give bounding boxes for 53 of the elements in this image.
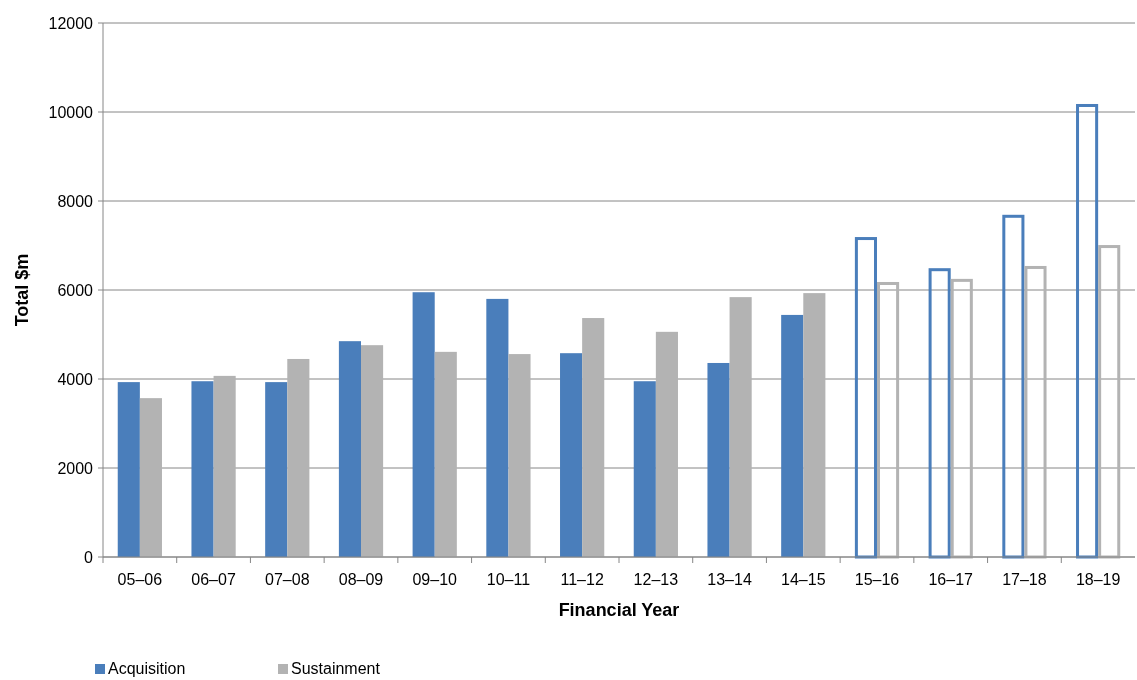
bar: [655, 331, 678, 557]
bar: [213, 375, 236, 557]
legend-label: Sustainment: [291, 660, 381, 677]
bar: [191, 381, 214, 557]
bar: [877, 281, 900, 559]
legend-label: Acquisition: [108, 660, 186, 677]
bar: [434, 351, 457, 557]
bar: [707, 362, 730, 557]
bar: [781, 314, 804, 557]
bar: [508, 354, 531, 557]
y-tick-label: 12000: [48, 14, 94, 32]
x-tick-label: 15–16: [854, 571, 900, 588]
x-tick-label: 09–10: [412, 571, 458, 588]
x-tick-label: 06–07: [191, 571, 236, 588]
x-tick-label: 16–17: [928, 571, 974, 588]
y-tick-label: 0: [84, 548, 94, 566]
x-tick-label: 05–06: [117, 571, 163, 588]
bar: [729, 297, 752, 557]
bar: [287, 358, 310, 557]
bar: [633, 381, 656, 557]
bar: [1002, 214, 1025, 559]
x-axis-title: Financial Year: [558, 600, 680, 620]
bar: [265, 382, 288, 557]
bar: [486, 298, 509, 557]
bar: [928, 268, 951, 559]
x-tick-label: 17–18: [1002, 571, 1047, 588]
bar: [1098, 245, 1121, 559]
bar: [117, 382, 140, 557]
y-tick-label: 4000: [57, 370, 94, 388]
bar: [582, 318, 605, 557]
bar: [560, 353, 583, 557]
x-tick-label: 11–12: [560, 571, 604, 588]
x-tick-label: 18–19: [1075, 571, 1121, 588]
y-tick-label: 8000: [57, 192, 94, 210]
bar: [338, 341, 361, 557]
x-tick-label: 12–13: [633, 571, 679, 588]
bar: [950, 278, 973, 559]
x-tick-label: 10–11: [486, 571, 531, 588]
x-tick-label: 08–09: [338, 571, 384, 588]
bar: [854, 237, 877, 559]
x-tick-label: 13–14: [707, 571, 752, 588]
bar: [803, 293, 826, 557]
y-tick-label: 6000: [57, 281, 94, 299]
y-tick-label: 10000: [48, 103, 94, 121]
bar: [361, 345, 384, 557]
bar: [1076, 103, 1099, 559]
bar: [139, 398, 162, 557]
y-axis-title: Total $m: [12, 253, 32, 327]
y-tick-label: 2000: [57, 459, 94, 477]
x-tick-label: 07–08: [265, 571, 310, 588]
bar: [1024, 265, 1047, 559]
bar: [412, 292, 435, 557]
x-tick-label: 14–15: [781, 571, 826, 588]
